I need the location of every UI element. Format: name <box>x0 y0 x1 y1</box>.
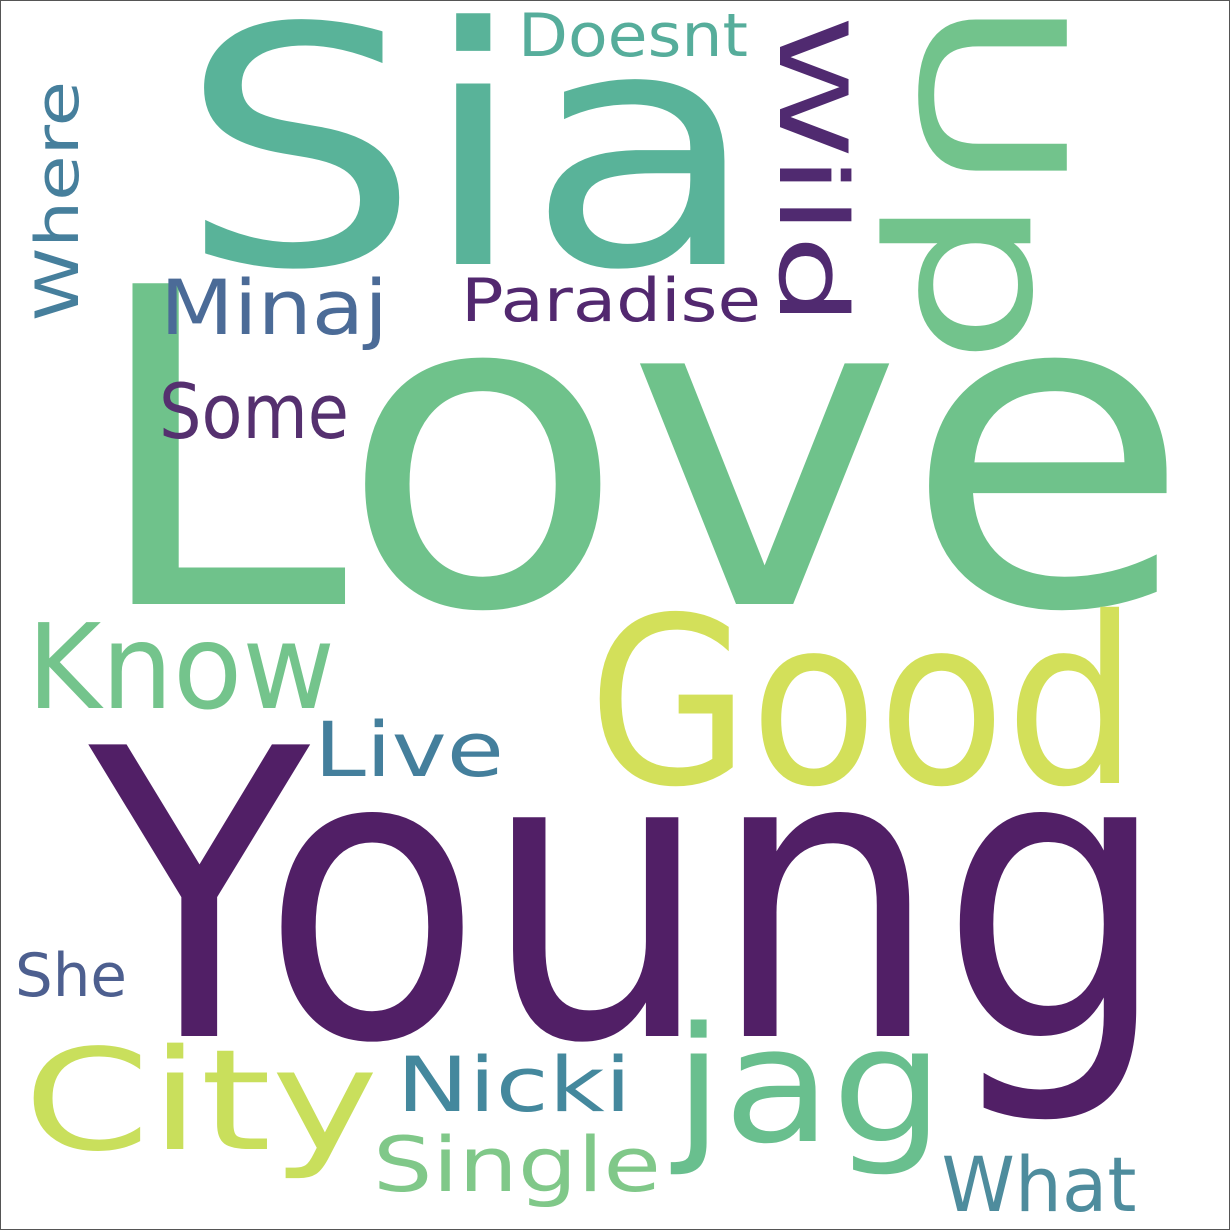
word-where: Where <box>23 81 93 321</box>
word-sia: Sia <box>179 1 759 342</box>
word-what: What <box>942 1140 1137 1229</box>
word-live: Live <box>314 705 504 794</box>
word-she: She <box>15 941 127 1011</box>
word-doesnt: Doesnt <box>518 1 748 71</box>
word-love: Love <box>87 196 1192 708</box>
word-up: Up <box>873 1 1106 366</box>
word-young: Young <box>83 666 1169 1131</box>
word-city: City <box>24 1020 379 1183</box>
word-know: Know <box>27 598 335 736</box>
word-wild: Wild <box>757 16 866 326</box>
word-good: Good <box>588 568 1138 838</box>
word-nicki: Nicki <box>397 1040 632 1129</box>
word-minaj: Minaj <box>160 263 388 352</box>
word-some: Some <box>159 367 349 456</box>
word-jag: jag <box>671 992 944 1179</box>
word-paradise: Paradise <box>461 266 761 336</box>
word-single: Single <box>373 1120 661 1209</box>
